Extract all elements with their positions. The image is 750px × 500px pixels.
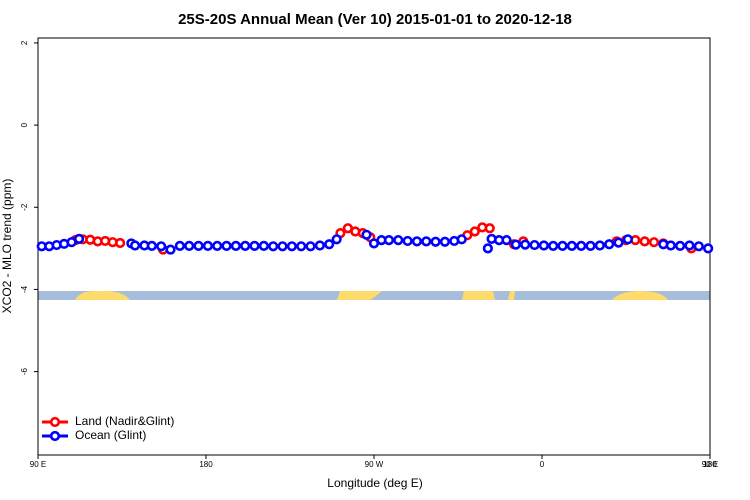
legend-marker (49, 430, 61, 442)
y-tick-label: -4 (20, 285, 29, 293)
point (484, 223, 495, 234)
point (604, 239, 615, 250)
point (639, 236, 650, 247)
point (156, 241, 167, 252)
x-axis-label: Longitude (deg E) (327, 476, 422, 490)
point (193, 240, 204, 251)
point (393, 235, 404, 246)
land-shape (337, 291, 382, 300)
chart-title: 25S-20S Annual Mean (Ver 10) 2015-01-01 … (178, 11, 572, 28)
point (277, 241, 288, 252)
point (202, 240, 213, 251)
point (421, 236, 432, 247)
point (331, 234, 342, 245)
point (520, 239, 531, 250)
point (402, 235, 413, 247)
y-tick-label: -2 (20, 203, 29, 211)
point (296, 241, 307, 252)
point (411, 236, 423, 247)
y-axis-label: XCO2 - MLO trend (ppm) (0, 179, 14, 314)
point (249, 240, 260, 251)
point (529, 239, 540, 251)
point (439, 236, 451, 247)
point (482, 243, 493, 254)
point (286, 241, 297, 252)
land-shape (612, 291, 668, 300)
point (548, 240, 559, 251)
point (73, 233, 85, 244)
point (675, 240, 686, 251)
point (184, 240, 195, 251)
point (648, 237, 660, 248)
point (268, 241, 279, 252)
point (230, 240, 241, 251)
legend-marker (49, 416, 61, 428)
point (129, 240, 141, 251)
point (703, 243, 714, 254)
point (665, 240, 676, 251)
point (361, 229, 372, 240)
point (305, 241, 316, 252)
point (240, 240, 251, 251)
x-tick-label: 90 E (30, 460, 46, 469)
point (314, 240, 325, 251)
point (557, 240, 568, 251)
point (212, 240, 223, 251)
point (684, 240, 695, 251)
x-tick-label: 0 (540, 460, 545, 469)
point (221, 240, 232, 251)
land-shape (462, 291, 495, 300)
point (585, 240, 596, 251)
x-tick-label: 90 W (365, 460, 384, 469)
legend-label: Ocean (Glint) (75, 428, 146, 442)
point (174, 240, 185, 251)
point (430, 236, 441, 247)
point (538, 240, 549, 251)
x-tick-label: 180 (199, 460, 213, 469)
point (258, 240, 269, 251)
point (165, 244, 176, 255)
land-mask (38, 290, 710, 300)
point (456, 234, 467, 245)
point (469, 226, 480, 237)
point (383, 235, 395, 246)
land-shape (508, 291, 515, 300)
point (576, 240, 587, 251)
point (510, 239, 521, 250)
point (693, 241, 704, 252)
point (613, 237, 624, 248)
point (566, 240, 577, 251)
point (146, 240, 157, 251)
x-tick-label: 90 E (702, 460, 718, 469)
point (115, 237, 126, 249)
y-tick-label: 2 (20, 40, 29, 45)
legend-label: Land (Nadir&Glint) (75, 414, 174, 428)
point (324, 239, 335, 250)
y-tick-label: 0 (20, 122, 29, 127)
land-shape (75, 290, 130, 300)
point (501, 235, 512, 246)
point (594, 240, 605, 251)
point (622, 234, 633, 245)
y-tick-label: -6 (20, 367, 29, 375)
x-tick-label: 180 (703, 460, 717, 469)
